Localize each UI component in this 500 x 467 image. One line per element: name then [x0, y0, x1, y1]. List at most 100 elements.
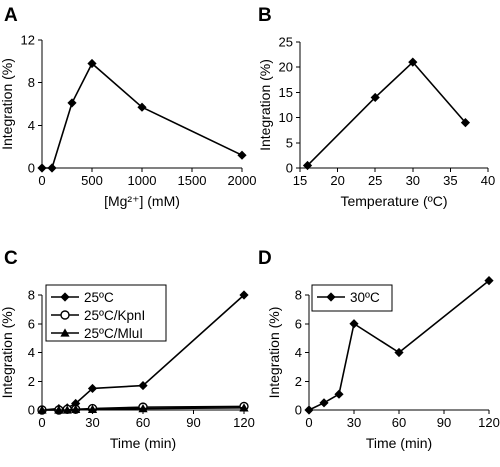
legend-marker [60, 328, 70, 337]
data-point [37, 405, 47, 414]
data-point [302, 160, 313, 171]
y-tick-label: 0 [295, 403, 302, 418]
x-tick-label: 30 [347, 415, 361, 430]
data-point [484, 276, 494, 286]
legend-label: 30ºC [350, 290, 380, 305]
series-line [42, 62, 243, 169]
x-tick-label: 120 [478, 415, 500, 430]
data-point [62, 405, 72, 414]
panel-letter-a: A [4, 5, 18, 26]
series-0 [37, 58, 247, 173]
x-tick-label: 90 [186, 415, 200, 430]
series-30-c [304, 276, 494, 415]
y-tick-label: 6 [28, 316, 35, 331]
y-tick-label: 5 [286, 135, 293, 150]
x-tick-label: 30 [406, 173, 420, 188]
data-point [87, 404, 98, 413]
x-tick-label: 1500 [178, 173, 207, 188]
data-point [334, 389, 344, 399]
chart-panel-b: 15 20 25 30 35 40 0 5 10 15 20 25 Temperature (ºC) In… [257, 35, 495, 210]
data-point [237, 150, 247, 160]
y-axis-title: Integration (%) [266, 307, 282, 399]
panel-letter-b: B [258, 5, 272, 26]
legend-label: 25ºC/KpnI [84, 308, 145, 323]
x-tick-label: 120 [233, 415, 255, 430]
legend: 25ºC 25ºC/KpnI 25ºC/MluI [45, 284, 167, 342]
y-tick-label: 0 [286, 161, 293, 176]
y-axis-title: Integration (%) [0, 58, 15, 150]
x-tick-label: 30 [85, 415, 99, 430]
x-tick-label: 0 [38, 173, 45, 188]
data-point [67, 98, 77, 108]
data-point [54, 405, 64, 414]
y-axis-title: Integration (%) [0, 307, 15, 399]
data-point [460, 118, 471, 128]
data-point [138, 403, 148, 413]
data-point [37, 163, 47, 173]
y-tick-label: 8 [28, 288, 35, 303]
y-tick-label: 0 [28, 403, 35, 418]
data-point [138, 380, 148, 391]
data-point [87, 58, 97, 69]
data-point [370, 92, 380, 103]
series-line [306, 61, 467, 167]
x-tick-label: 2000 [228, 173, 257, 188]
x-tick-label: 60 [136, 415, 150, 430]
x-tick-label: 1000 [128, 173, 157, 188]
y-axis-title: Integration (%) [257, 59, 273, 151]
legend-marker [60, 310, 70, 320]
y-tick-label: 2 [295, 374, 302, 389]
x-axis-title: Time (min) [110, 435, 176, 451]
y-tick-label: 8 [28, 75, 35, 90]
data-point [349, 319, 359, 329]
data-point [87, 383, 98, 394]
legend-marker [60, 292, 70, 302]
data-point [47, 163, 57, 173]
y-tick-label: 10 [279, 110, 293, 125]
x-tick-label: 0 [305, 415, 312, 430]
x-tick-label: 60 [392, 415, 406, 430]
y-tick-label: 6 [295, 316, 302, 331]
y-tick-label: 25 [279, 35, 293, 50]
data-point [319, 398, 329, 408]
data-point [394, 347, 404, 358]
data-point [239, 403, 249, 412]
chart-panel-a: 0 500 1000 1500 2000 0 4 8 12 [Mg²⁺] (mM) Integrat… [0, 33, 256, 210]
x-tick-label: 35 [443, 173, 457, 188]
x-tick-label: 0 [38, 415, 45, 430]
data-point [71, 404, 81, 413]
legend-box [311, 284, 393, 312]
panel-letter-d: D [258, 248, 272, 269]
y-tick-label: 20 [279, 60, 293, 75]
y-tick-label: 2 [28, 374, 35, 389]
x-tick-label: 40 [481, 173, 495, 188]
y-tick-label: 15 [279, 85, 293, 100]
x-tick-label: 25 [368, 173, 382, 188]
y-tick-label: 4 [28, 345, 35, 360]
data-point [137, 102, 147, 112]
data-point [239, 290, 249, 300]
legend-label: 25ºC/MluI [84, 326, 143, 341]
panel-letter-c: C [4, 248, 18, 269]
data-point [408, 57, 418, 67]
x-tick-label: 15 [293, 173, 307, 188]
x-tick-label: 20 [330, 173, 344, 188]
y-tick-label: 8 [295, 288, 302, 303]
x-tick-label: 90 [437, 415, 451, 430]
y-tick-label: 12 [21, 33, 35, 48]
x-axis-title: Temperature (ºC) [340, 193, 447, 209]
chart-panel-d: 0 30 60 90 120 0 2 4 6 8 Time (min) Integration (%)… [266, 276, 500, 451]
y-tick-label: 0 [28, 161, 35, 176]
y-tick-label: 4 [295, 345, 302, 360]
x-axis-title: [Mg²⁺] (mM) [104, 193, 180, 209]
series-0 [302, 57, 471, 171]
legend-label: 25ºC [84, 290, 114, 305]
chart-panel-c: 0 30 60 90 120 0 2 4 6 8 Time (min) Integration (%)… [0, 284, 255, 451]
series-25-c-mlui [37, 403, 249, 414]
x-tick-label: 500 [81, 173, 103, 188]
x-axis-title: Time (min) [366, 435, 432, 451]
legend: 30ºC [311, 284, 393, 312]
legend-marker [326, 292, 336, 302]
data-point [304, 405, 314, 415]
